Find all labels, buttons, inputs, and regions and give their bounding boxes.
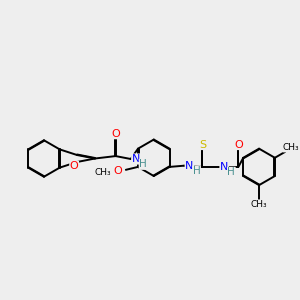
Text: CH₃: CH₃ (94, 168, 111, 177)
Text: O: O (114, 166, 122, 176)
Text: N: N (132, 154, 140, 164)
Text: N: N (220, 162, 228, 172)
Text: CH₃: CH₃ (251, 200, 267, 209)
Text: H: H (193, 166, 200, 176)
Text: H: H (139, 159, 147, 169)
Text: CH₃: CH₃ (283, 143, 300, 152)
Text: H: H (227, 167, 235, 177)
Text: O: O (234, 140, 243, 149)
Text: S: S (199, 140, 206, 149)
Text: O: O (70, 161, 79, 171)
Text: O: O (111, 129, 120, 139)
Text: N: N (185, 161, 194, 171)
